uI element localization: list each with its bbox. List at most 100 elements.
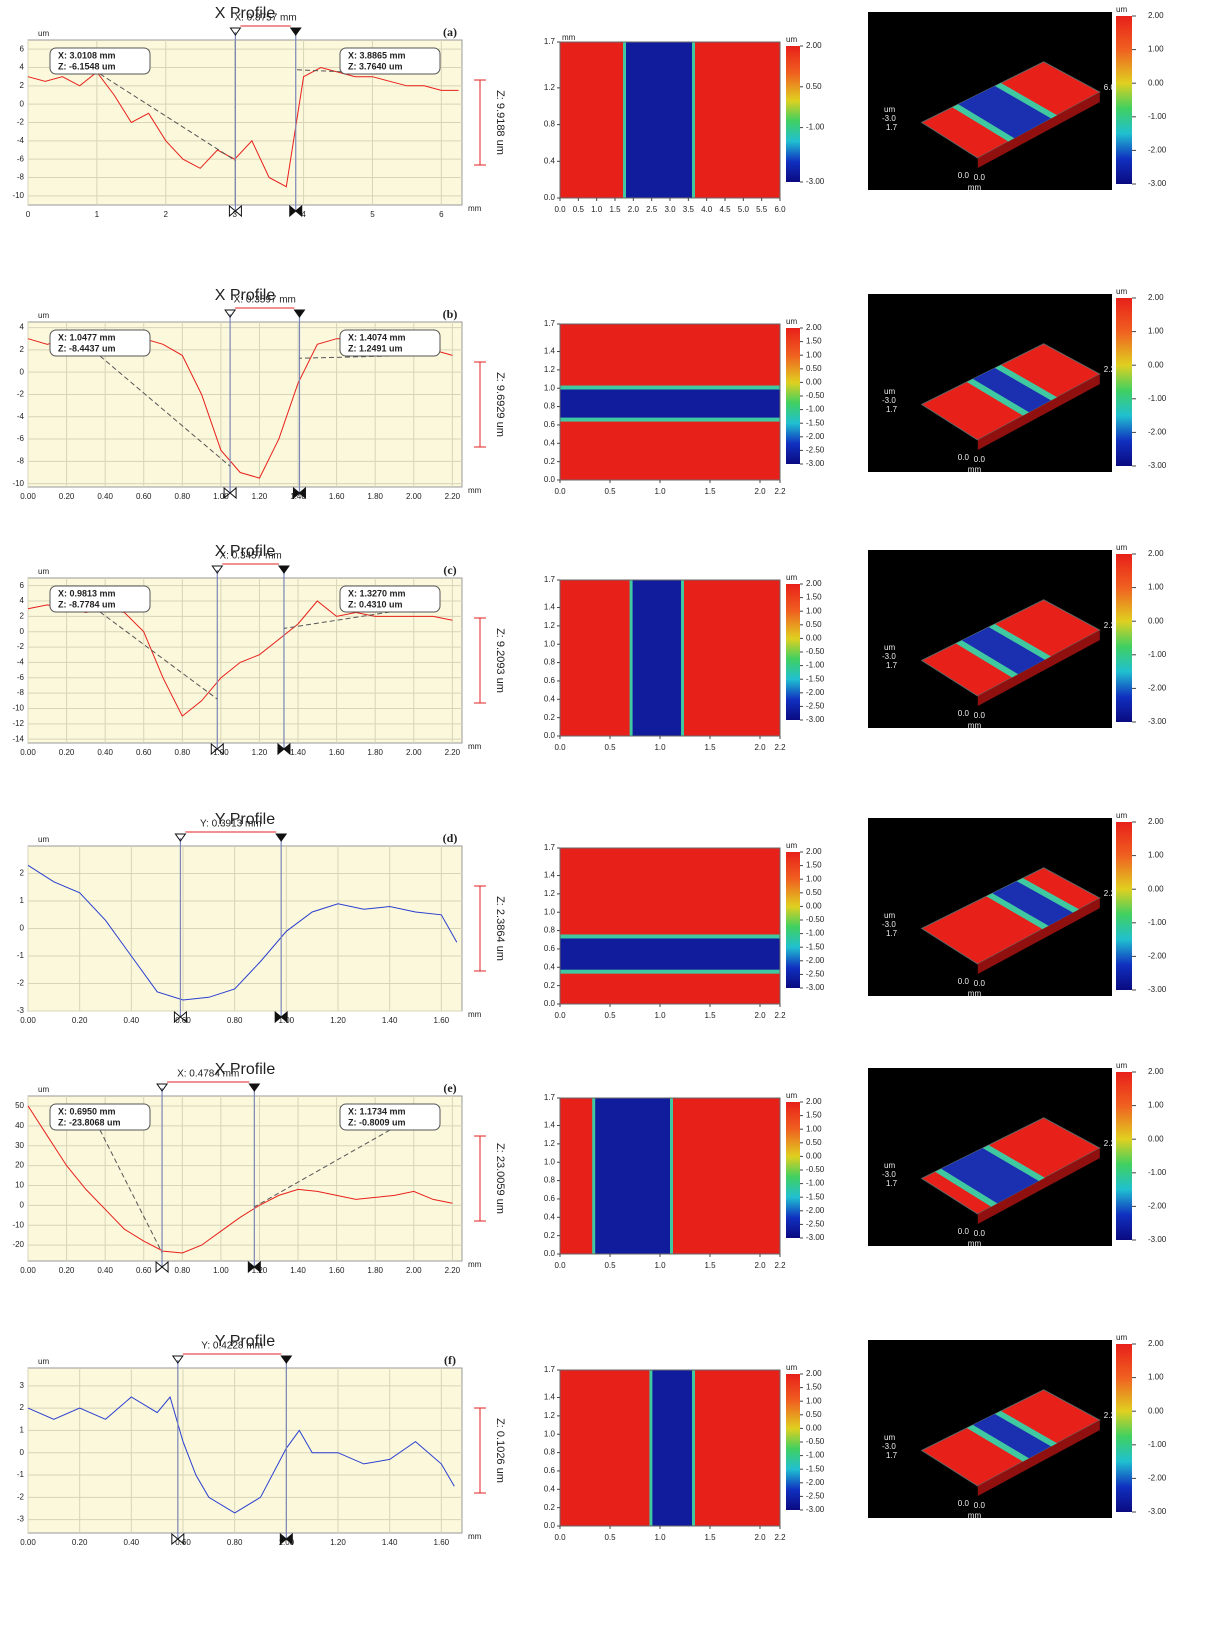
y-tick-label: 1.7 [544, 319, 556, 328]
x-tick-label: 1.5 [704, 1261, 716, 1270]
colorbar-tick-label: 2.00 [1148, 817, 1164, 826]
colorbar-tick-label: -2.50 [806, 446, 825, 455]
panel-label: (c) [443, 563, 456, 577]
cursor-marker [289, 27, 302, 36]
colorbar-tick-label: -2.00 [1148, 952, 1167, 961]
axis-label: um [884, 911, 895, 920]
x-tick-label: 0.80 [175, 492, 191, 501]
colorbar-tick-label: -2.50 [806, 1220, 825, 1229]
axis-label: -3.0 [882, 114, 896, 123]
x-tick-label: 4.5 [719, 205, 731, 214]
colorbar-tick-label: 0.00 [806, 378, 822, 387]
x-tick-label: 0.00 [20, 1016, 36, 1025]
colorbar-tick-label: 0.00 [1148, 616, 1164, 625]
profile-line [27, 1395, 455, 1514]
surface-side [977, 1420, 1100, 1496]
colorbar-tick-label: 2.00 [1148, 1339, 1164, 1348]
y-tick-label: 2 [20, 869, 25, 878]
colorbar-tick-label: -3.00 [1148, 985, 1167, 994]
y-tick-label: 1 [20, 1426, 25, 1435]
colorbar-unit: um [1116, 1061, 1127, 1070]
y-tick-label: -2 [17, 1492, 25, 1501]
y-tick-label: 0.0 [544, 475, 556, 484]
colorbar-tick-label: 1.00 [806, 606, 822, 615]
cursor-marker [211, 565, 224, 574]
colorbar-tick-label: 0.00 [1148, 78, 1164, 87]
profile-line [27, 66, 459, 188]
annotation-box [49, 329, 151, 357]
groove [992, 881, 1073, 926]
colorbar [786, 46, 800, 182]
annotation-x: X: 0.9813 mm [58, 588, 116, 598]
colorbar-tick-label: 1.00 [806, 350, 822, 359]
colorbar-tick-label: -1.00 [1148, 918, 1167, 927]
x-tick-label: 0.80 [175, 748, 191, 757]
y-tick-label: 1.2 [544, 83, 556, 92]
y-tick-label: 0.0 [544, 193, 556, 202]
colorbar-tick-label: -3.00 [806, 177, 825, 186]
annotation-z: Z: -23.8068 um [58, 1117, 121, 1127]
axis-label: 6.0 [1104, 83, 1116, 92]
x-tick-label: 2.0 [754, 487, 766, 496]
y-tick-label: 2 [20, 81, 25, 90]
colorbar-tick-label: -1.50 [806, 1464, 825, 1473]
y-tick-label: 1.4 [544, 1121, 556, 1130]
map-frame [559, 579, 781, 737]
cursor-label: X: 0.3457 mm [219, 551, 281, 562]
cursor-marker [248, 1083, 261, 1092]
axis-label: 0.0 [974, 979, 986, 988]
colorbar-tick-label: 0.50 [806, 888, 822, 897]
x-tick-label: 0.5 [604, 1011, 616, 1020]
profile-line [27, 864, 458, 1001]
colorbar-tick-label: -1.00 [1148, 112, 1167, 121]
z-label: Z: 9.9188 um [494, 90, 506, 155]
x-tick-label: 1.00 [279, 1538, 295, 1547]
colorbar-unit: um [1116, 5, 1127, 14]
axis-label: 0.0 [958, 171, 970, 180]
y-tick-label: 1.7 [544, 37, 556, 46]
x-tick-label: 1.40 [290, 1266, 306, 1275]
y-tick-label: 1.4 [544, 347, 556, 356]
annotation-box [49, 1103, 151, 1131]
x-tick-label: 0.0 [554, 205, 566, 214]
y-tick-label: 0 [20, 627, 25, 636]
axis-label: 0.0 [974, 173, 986, 182]
cursor-marker [171, 1355, 184, 1364]
x-tick-label: 0.5 [604, 487, 616, 496]
y-tick-label: 1.7 [544, 1093, 556, 1102]
colorbar-tick-label: 2.00 [806, 1369, 822, 1378]
y-tick-label: 0.4 [544, 438, 556, 447]
x-tick-label: 0.0 [554, 743, 566, 752]
annotation-box [49, 47, 151, 75]
x-tick-label: 1.0 [654, 1011, 666, 1020]
y-tick-label: 0.6 [544, 1466, 556, 1475]
y-tick-label: 1.0 [544, 383, 556, 392]
annotation-box [339, 1103, 441, 1131]
axis-label: 0.0 [958, 977, 970, 986]
y-tick-label: 0.4 [544, 1484, 556, 1493]
x-tick-label: 1.40 [290, 748, 306, 757]
colorbar-tick-label: -1.50 [806, 674, 825, 683]
map-groove [652, 1370, 692, 1526]
cursor-marker [289, 204, 303, 218]
axis-label: 2.2 [1104, 365, 1116, 374]
colorbar-tick-label: -3.00 [806, 983, 825, 992]
cursor-marker [173, 1010, 187, 1024]
cursor-marker [171, 1532, 185, 1546]
colorbar [1116, 554, 1132, 722]
colorbar [786, 1374, 800, 1510]
cursor-marker [279, 1532, 293, 1546]
surface-side [977, 1148, 1100, 1224]
y-tick-label: 0.6 [544, 676, 556, 685]
colorbar-tick-label: -0.50 [806, 1437, 825, 1446]
x-tick-label: 0.5 [573, 205, 585, 214]
axis-label: um [884, 387, 895, 396]
y-tick-label: 0.0 [544, 731, 556, 740]
colorbar-tick-label: 2.00 [1148, 293, 1164, 302]
x-tick-label: 1.5 [704, 1011, 716, 1020]
colorbar-tick-label: -1.00 [1148, 1440, 1167, 1449]
colorbar-unit: um [1116, 811, 1127, 820]
x-tick-label: 3 [232, 210, 237, 219]
colorbar-tick-label: 1.00 [806, 1396, 822, 1405]
x-tick-label: 2.5 [646, 205, 658, 214]
